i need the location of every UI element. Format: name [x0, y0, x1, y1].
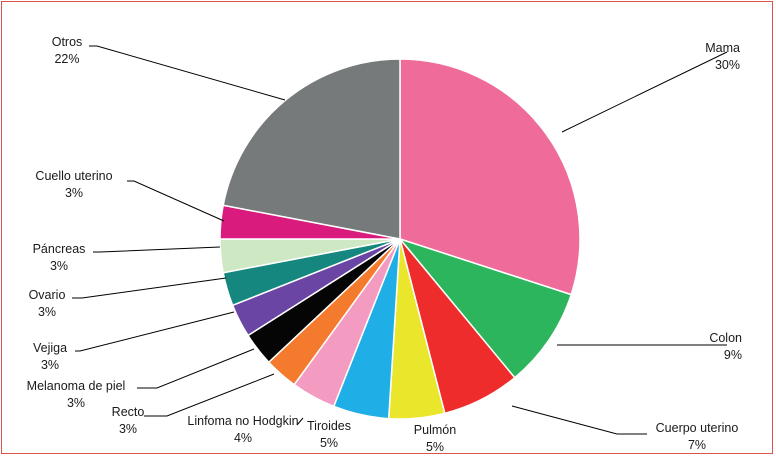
- slice-label-value: 5%: [320, 436, 338, 450]
- slice-label: Linfoma no Hodgkin 4%: [187, 414, 298, 445]
- slice-label-value: 3%: [50, 259, 68, 273]
- slice-label: Cuerpo uterino 7%: [656, 421, 739, 452]
- slice-label: Cuello uterino 3%: [35, 169, 112, 200]
- slice-label-name: Vejiga: [33, 341, 67, 355]
- slice-label-name: Linfoma no Hodgkin: [187, 414, 298, 428]
- slice-label-value: 30%: [715, 58, 740, 72]
- leader-line: [93, 246, 221, 253]
- slice-label-name: Ovario: [29, 288, 66, 302]
- leader-line: [72, 277, 227, 299]
- slice-label: Páncreas 3%: [33, 242, 86, 273]
- slice-label-value: 3%: [119, 422, 137, 436]
- slice-label: Tiroides 5%: [307, 419, 351, 450]
- slice-label-name: Melanoma de piel: [27, 379, 126, 393]
- slice-label-name: Cuerpo uterino: [656, 421, 739, 435]
- slice-label-name: Colon: [709, 331, 742, 345]
- slice-label-name: Páncreas: [33, 242, 86, 256]
- slice-label: Recto 3%: [112, 405, 145, 436]
- leader-line: [137, 348, 255, 389]
- slice-label-value: 3%: [67, 396, 85, 410]
- slice-label-value: 7%: [688, 438, 706, 452]
- slice-label-value: 3%: [41, 358, 59, 372]
- slice-label-value: 3%: [38, 305, 56, 319]
- slice-label: Mama 30%: [705, 41, 740, 72]
- leader-line: [89, 45, 286, 101]
- leader-line: [75, 311, 235, 352]
- slice-label-name: Cuello uterino: [35, 169, 112, 183]
- slice-label-value: 22%: [54, 52, 79, 66]
- leader-line: [127, 180, 225, 222]
- slice-label-value: 5%: [426, 440, 444, 454]
- slice-label: Pulmón 5%: [414, 423, 456, 454]
- slice-label-name: Mama: [705, 41, 740, 55]
- slice-label-name: Recto: [112, 405, 145, 419]
- leader-line: [561, 51, 728, 133]
- slice-label: Vejiga 3%: [33, 341, 67, 372]
- slice-label-value: 4%: [234, 431, 252, 445]
- pie-slice-otros: [222, 58, 401, 240]
- slice-label-name: Pulmón: [414, 423, 456, 437]
- pie-slice-mama: [399, 58, 581, 296]
- leader-line: [511, 405, 647, 435]
- slice-label-name: Otros: [52, 35, 83, 49]
- slice-label-value: 3%: [65, 186, 83, 200]
- pie-slice-colon: [397, 237, 573, 379]
- slice-label: Colon 9%: [709, 331, 742, 362]
- slice-label: Otros 22%: [52, 35, 83, 66]
- leader-line: [144, 373, 275, 417]
- slice-label: Melanoma de piel 3%: [27, 379, 126, 410]
- leader-line: [296, 417, 304, 426]
- slice-label: Ovario 3%: [29, 288, 66, 319]
- slice-label-value: 9%: [724, 348, 742, 362]
- slice-label-name: Tiroides: [307, 419, 351, 433]
